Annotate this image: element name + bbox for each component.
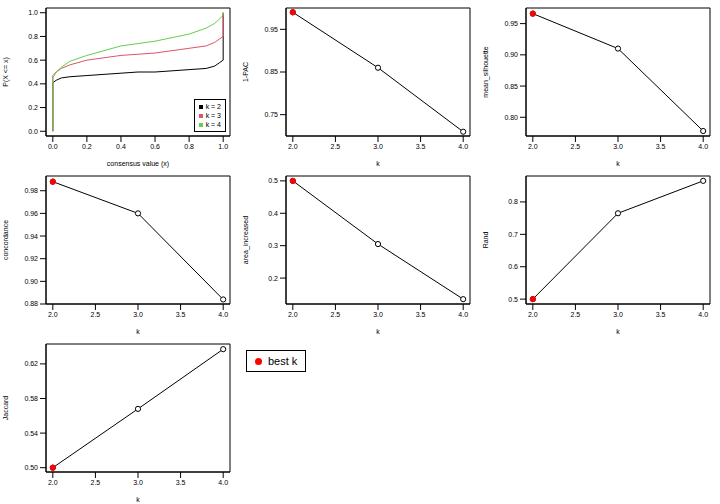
svg-text:k: k xyxy=(376,160,380,167)
svg-text:1.0: 1.0 xyxy=(218,143,228,150)
svg-text:3.0: 3.0 xyxy=(133,479,143,486)
svg-text:3.0: 3.0 xyxy=(613,143,623,150)
svg-text:4.0: 4.0 xyxy=(698,311,708,318)
svg-text:0.95: 0.95 xyxy=(504,20,518,27)
svg-text:4.0: 4.0 xyxy=(218,311,228,318)
svg-text:2.5: 2.5 xyxy=(91,479,101,486)
svg-text:0.94: 0.94 xyxy=(24,233,38,240)
svg-text:0.8: 0.8 xyxy=(508,198,518,205)
svg-text:k: k xyxy=(616,328,620,335)
svg-text:3.0: 3.0 xyxy=(613,311,623,318)
svg-text:0.98: 0.98 xyxy=(24,187,38,194)
svg-text:0.5: 0.5 xyxy=(268,177,278,184)
svg-text:2.0: 2.0 xyxy=(288,143,298,150)
svg-text:0.2: 0.2 xyxy=(268,275,278,282)
svg-text:3.5: 3.5 xyxy=(656,311,666,318)
svg-text:0.8: 0.8 xyxy=(184,143,194,150)
svg-text:3.5: 3.5 xyxy=(656,143,666,150)
svg-text:4.0: 4.0 xyxy=(218,479,228,486)
svg-text:3.0: 3.0 xyxy=(133,311,143,318)
svg-text:consensus value (x): consensus value (x) xyxy=(107,160,169,168)
svg-text:0.0: 0.0 xyxy=(48,143,58,150)
svg-text:0.0: 0.0 xyxy=(28,128,38,135)
svg-text:3.5: 3.5 xyxy=(176,311,186,318)
svg-text:k: k xyxy=(616,160,620,167)
svg-text:Rand: Rand xyxy=(482,232,489,249)
svg-text:k: k xyxy=(136,496,140,503)
svg-text:2.0: 2.0 xyxy=(48,479,58,486)
svg-text:0.4: 0.4 xyxy=(116,143,126,150)
svg-text:1.0: 1.0 xyxy=(28,9,38,16)
svg-text:0.7: 0.7 xyxy=(508,231,518,238)
svg-text:0.75: 0.75 xyxy=(264,111,278,118)
svg-text:3.5: 3.5 xyxy=(176,479,186,486)
svg-text:0.8: 0.8 xyxy=(28,33,38,40)
svg-text:1-PAC: 1-PAC xyxy=(242,62,249,82)
html-text:best k: best k xyxy=(268,355,298,367)
svg-text:3.5: 3.5 xyxy=(416,143,426,150)
svg-text:2.5: 2.5 xyxy=(331,311,341,318)
svg-text:0.3: 0.3 xyxy=(268,242,278,249)
svg-text:area_increased: area_increased xyxy=(242,216,250,264)
svg-text:2.5: 2.5 xyxy=(91,311,101,318)
html-text:k = 4: k = 4 xyxy=(205,121,221,128)
svg-text:concordance: concordance xyxy=(8,220,9,260)
svg-text:0.96: 0.96 xyxy=(24,210,38,217)
svg-text:3.0: 3.0 xyxy=(373,143,383,150)
svg-text:Jaccard: Jaccard xyxy=(8,396,9,421)
svg-text:4.0: 4.0 xyxy=(458,311,468,318)
svg-text:2.0: 2.0 xyxy=(288,311,298,318)
svg-text:0.85: 0.85 xyxy=(504,83,518,90)
svg-text:k: k xyxy=(136,328,140,335)
svg-text:0.80: 0.80 xyxy=(504,114,518,121)
svg-text:4.0: 4.0 xyxy=(698,143,708,150)
svg-text:0.85: 0.85 xyxy=(264,68,278,75)
svg-text:0.62: 0.62 xyxy=(24,360,38,367)
svg-text:2.0: 2.0 xyxy=(528,311,538,318)
html-text:k = 3: k = 3 xyxy=(205,112,221,119)
svg-text:0.88: 0.88 xyxy=(24,300,38,307)
svg-text:2.5: 2.5 xyxy=(571,143,581,150)
svg-text:0.90: 0.90 xyxy=(504,51,518,58)
svg-text:3.0: 3.0 xyxy=(373,311,383,318)
svg-text:0.2: 0.2 xyxy=(28,104,38,111)
svg-text:2.5: 2.5 xyxy=(571,311,581,318)
svg-text:0.92: 0.92 xyxy=(24,255,38,262)
svg-text:0.58: 0.58 xyxy=(24,395,38,402)
svg-text:2.0: 2.0 xyxy=(48,311,58,318)
svg-text:0.5: 0.5 xyxy=(508,296,518,303)
svg-text:0.6: 0.6 xyxy=(28,57,38,64)
svg-text:k: k xyxy=(376,328,380,335)
svg-text:0.54: 0.54 xyxy=(24,430,38,437)
svg-text:4.0: 4.0 xyxy=(458,143,468,150)
svg-text:0.2: 0.2 xyxy=(82,143,92,150)
svg-text:0.4: 0.4 xyxy=(268,210,278,217)
svg-text:0.4: 0.4 xyxy=(28,80,38,87)
svg-text:2.5: 2.5 xyxy=(331,143,341,150)
svg-text:0.6: 0.6 xyxy=(508,263,518,270)
svg-text:P(X <= x): P(X <= x) xyxy=(8,57,10,87)
svg-text:0.6: 0.6 xyxy=(150,143,160,150)
svg-text:0.95: 0.95 xyxy=(264,26,278,33)
html-text:k = 2: k = 2 xyxy=(205,103,221,110)
svg-text:0.50: 0.50 xyxy=(24,464,38,471)
svg-text:0.90: 0.90 xyxy=(24,278,38,285)
svg-text:mean_silhouette: mean_silhouette xyxy=(482,46,490,97)
svg-text:3.5: 3.5 xyxy=(416,311,426,318)
svg-text:2.0: 2.0 xyxy=(528,143,538,150)
